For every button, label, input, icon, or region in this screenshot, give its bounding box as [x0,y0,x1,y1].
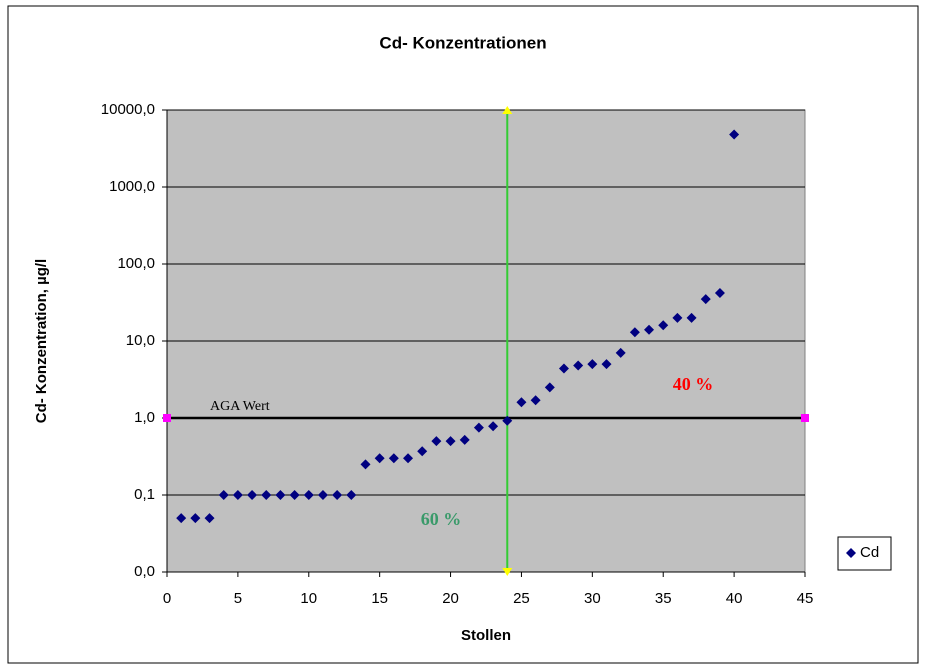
x-tick-label: 5 [234,590,242,607]
data-point [615,347,626,358]
x-tick-label: 35 [655,590,672,607]
data-point [190,513,201,524]
divider-end [502,568,513,576]
x-tick-label: 0 [163,590,171,607]
y-tick-label: 100,0 [117,255,155,272]
data-point [374,453,385,464]
y-tick-label: 0,1 [134,486,155,503]
x-axis-label: Stollen [461,627,511,644]
x-tick-label: 20 [442,590,459,607]
y-tick-label: 1,0 [134,409,155,426]
data-point [204,513,215,524]
data-point [587,359,598,370]
y-axis-label: Cd- Konzentration, µg/l [33,259,50,423]
data-point [332,490,343,500]
x-tick-label: 15 [371,590,388,607]
data-point [459,434,470,445]
data-point [431,436,442,447]
data-point [403,453,414,464]
data-point [261,490,272,500]
data-point [700,294,711,305]
data-point [247,490,258,500]
x-tick-label: 45 [797,590,814,607]
data-point [729,129,740,140]
data-point [558,363,569,374]
data-point [303,490,314,500]
data-point [488,421,499,432]
y-tick-label: 1000,0 [109,178,155,195]
x-tick-label: 30 [584,590,601,607]
data-point [176,513,187,524]
threshold-end [163,414,171,422]
data-point [417,446,428,457]
data-point [530,395,541,406]
data-point [573,360,584,371]
data-point [218,490,229,500]
threshold-label: AGA Wert [210,399,270,414]
data-point [360,459,371,470]
data-point [289,490,300,500]
annotation: 40 % [673,374,714,394]
y-tick-label: 10,0 [126,332,155,349]
chart-title: Cd- Konzentrationen [379,33,546,52]
data-point [672,312,683,323]
data-point [445,436,456,447]
x-tick-label: 10 [300,590,317,607]
divider-end [502,106,513,114]
data-point [388,453,399,464]
y-tick-label: 10000,0 [101,101,155,118]
data-point [629,327,640,338]
data-point [275,490,286,500]
data-point [686,312,697,323]
data-point [232,490,243,500]
legend-label: Cd [860,544,879,561]
x-tick-label: 25 [513,590,530,607]
data-point [544,382,555,393]
data-point [601,359,612,370]
x-tick-label: 40 [726,590,743,607]
data-point [658,320,669,331]
data-point [473,422,484,433]
annotation: 60 % [421,509,462,529]
data-point [714,288,725,299]
data-point [516,397,527,408]
data-point [644,324,655,335]
legend-marker [846,548,856,558]
y-tick-label: 0,0 [134,563,155,580]
data-point [317,490,328,500]
threshold-end [801,414,809,422]
data-point [502,415,513,426]
data-point [346,490,357,500]
